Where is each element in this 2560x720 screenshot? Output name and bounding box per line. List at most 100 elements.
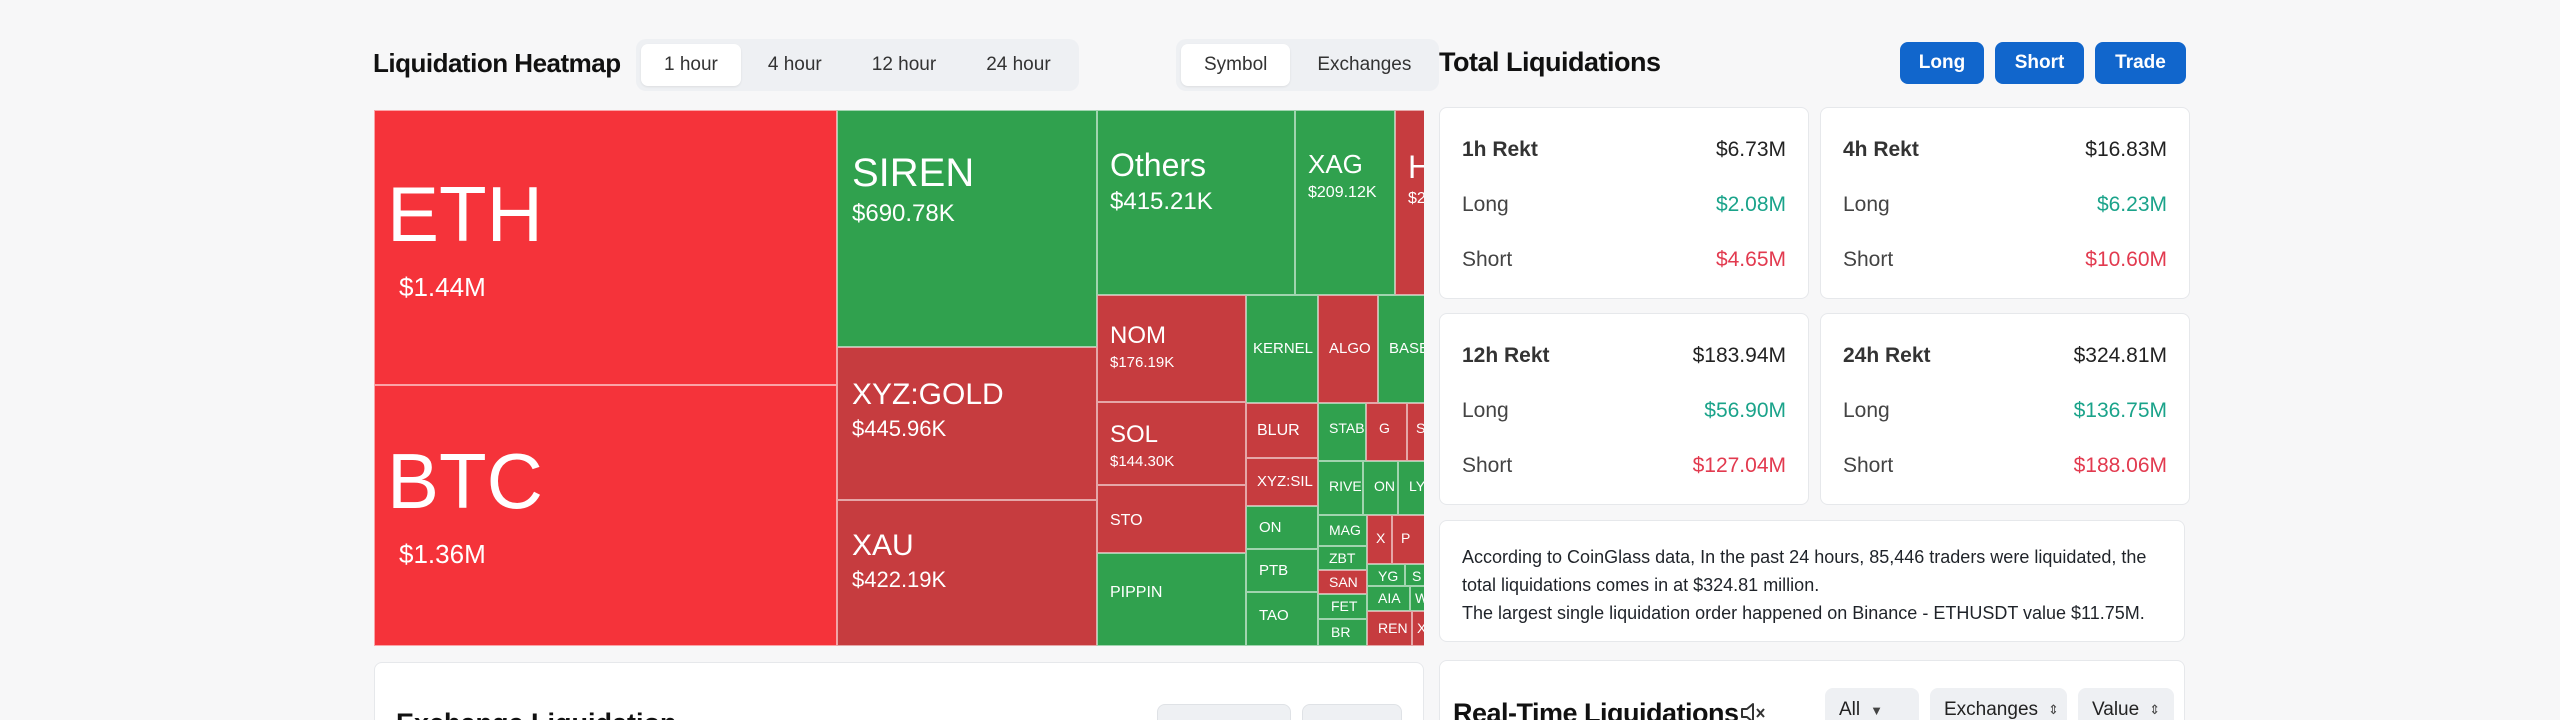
tile-symbol: XYZ:SIL [1257,473,1313,490]
treemap-tile-h[interactable]: H $2 [1395,110,1424,295]
treemap-tile-x[interactable]: X [1412,611,1424,646]
heatmap-title: Liquidation Heatmap [373,48,621,78]
exchange-liquidation-title: Exchange Liquidation [396,708,677,720]
tile-symbol: ZBT [1329,550,1356,566]
tile-symbol: XAG [1308,149,1363,179]
time-range-selector: 1 hour 4 hour 12 hour 24 hour [636,39,1079,91]
view-option-exchanges[interactable]: Exchanges [1317,54,1412,75]
view-option-symbol[interactable]: Symbol [1181,44,1291,86]
tile-value: $422.19K [852,567,947,592]
rekt-card-24h: 24h Rekt $324.81M Long $136.75M Short $188.… [1820,313,2190,505]
long-value: $56.90M [1704,398,1786,422]
time-option-1h[interactable]: 1 hour [641,44,741,86]
treemap-tile-san[interactable]: SAN [1318,570,1367,594]
largest-order-text: The largest single liquidation order hap… [1462,603,2145,623]
tile-symbol: XAU [852,529,914,562]
treemap-tile-xag[interactable]: XAG $209.12K [1295,110,1395,295]
treemap-tile-sto[interactable]: STO [1097,485,1246,553]
tile-value: $144.30K [1110,453,1175,470]
treemap-tile-ren[interactable]: REN [1367,611,1412,646]
tile-symbol: BR [1331,624,1351,640]
short-label: Short [1462,453,1513,477]
tile-value: $2 [1408,190,1424,207]
treemap-tile-sol[interactable]: SOL $144.30K [1097,402,1246,485]
treemap-tile-xyz-sil[interactable]: XYZ:SIL [1246,458,1318,506]
tile-value: $209.12K [1308,184,1377,201]
treemap-tile-others[interactable]: Others $415.21K [1097,110,1295,295]
card-heading: 12h Rekt [1462,343,1550,367]
treemap-tile-nom[interactable]: NOM $176.19K [1097,295,1246,402]
treemap-tile-zbt[interactable]: ZBT [1318,546,1367,570]
treemap-tile-stab[interactable]: STAB [1318,403,1366,461]
treemap-tile-xyz-gold[interactable]: XYZ:GOLD $445.96K [837,347,1097,500]
treemap-tile-mag[interactable]: MAG [1318,515,1367,546]
treemap-tile-aia[interactable]: AIA [1367,586,1410,611]
treemap-tile-base[interactable]: BASE [1378,295,1424,403]
exchange-filter-2[interactable] [1302,704,1402,720]
treemap-tile-pippin[interactable]: PIPPIN [1097,553,1246,646]
treemap-tile-tao[interactable]: TAO [1246,592,1318,646]
tile-symbol: SAN [1329,574,1358,590]
sort-icon: ⇕ [2048,702,2059,717]
chevron-down-icon: ▼ [1870,702,1883,718]
treemap-tile-fet[interactable]: FET [1318,594,1367,619]
time-option-12h[interactable]: 12 hour [871,54,937,75]
view-mode-selector: Symbol Exchanges [1176,39,1440,91]
treemap-tile-on[interactable]: ON [1363,461,1398,515]
card-total: $6.73M [1715,137,1786,161]
treemap-tile-br[interactable]: BR [1318,619,1367,646]
treemap-tile-s[interactable]: S [1405,564,1424,586]
tile-symbol: BTC [387,437,543,525]
treemap-tile-p[interactable]: P [1392,515,1424,564]
treemap-tile-rive[interactable]: RIVE [1318,461,1363,515]
tile-symbol: REN [1378,620,1408,636]
treemap-tile-eth[interactable]: ETH $1.44M [374,110,837,385]
long-label: Long [1462,398,1509,422]
treemap-tile-on[interactable]: ON [1246,506,1318,549]
treemap-tile-kernel[interactable]: KERNEL [1246,295,1318,403]
treemap-tile-xau[interactable]: XAU $422.19K [837,500,1097,646]
tile-symbol: H [1408,149,1424,186]
treemap-tile-x[interactable]: X [1367,515,1392,564]
tile-symbol: W [1415,590,1424,606]
short-label: Short [1843,453,1894,477]
short-value: $4.65M [1715,247,1786,271]
tile-symbol: S [1412,568,1422,584]
tile-symbol: SOL [1110,421,1159,448]
treemap-tile-ly[interactable]: LY [1398,461,1424,515]
treemap-tile-siren[interactable]: SIREN $690.78K [837,110,1097,347]
exchange-filter-1[interactable] [1157,704,1291,720]
value-filter-select[interactable]: Value ⇕ [2078,688,2174,720]
tile-value: $1.36M [399,539,486,569]
tile-value: $1.44M [399,272,486,302]
side-filter-select[interactable]: All ▼ [1825,688,1919,720]
treemap-tile-g[interactable]: G [1366,403,1407,461]
treemap-tile-w[interactable]: W [1410,586,1424,611]
short-value: $10.60M [2085,247,2167,271]
card-total: $324.81M [2073,343,2167,367]
time-option-24h[interactable]: 24 hour [986,54,1051,75]
tile-symbol: YG [1378,568,1399,584]
exchanges-filter-select[interactable]: Exchanges ⇕ [1930,688,2067,720]
long-button[interactable]: Long [1900,42,1984,84]
treemap-tile-ptb[interactable]: PTB [1246,549,1318,592]
time-option-4h[interactable]: 4 hour [767,54,822,75]
treemap-tile-algo[interactable]: ALGO [1318,295,1378,403]
treemap-tile-yg[interactable]: YG [1367,564,1405,586]
tile-symbol: X [1376,530,1386,546]
trade-button[interactable]: Trade [2095,42,2186,84]
tile-value: $445.96K [852,416,947,441]
treemap-tile-s[interactable]: S [1407,403,1424,461]
exchange-liquidation-panel [374,662,1424,720]
tile-symbol: AIA [1378,590,1401,606]
liquidation-treemap: ETH $1.44M BTC $1.36M SIREN $690.78K XYZ:GOLD $… [374,110,1424,646]
side-filter-value: All [1839,699,1861,720]
treemap-tile-blur[interactable]: BLUR [1246,403,1318,458]
tile-symbol: TAO [1259,607,1289,624]
short-button[interactable]: Short [1995,42,2084,84]
long-value: $6.23M [2096,192,2167,216]
tile-symbol: G [1379,420,1390,436]
treemap-tile-btc[interactable]: BTC $1.36M [374,385,837,646]
tile-symbol: PTB [1259,562,1289,579]
mute-icon[interactable] [1740,702,1766,720]
